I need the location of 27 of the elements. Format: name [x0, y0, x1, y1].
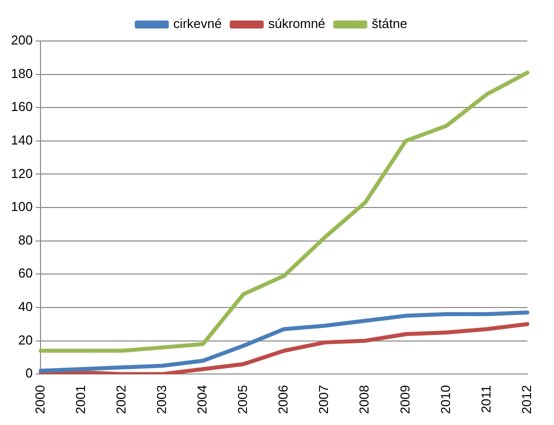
x-tick-label: 2011	[478, 385, 494, 414]
y-tick-label: 20	[18, 332, 33, 348]
x-tick-label: 2006	[276, 385, 291, 414]
legend-label: cirkevné	[173, 16, 222, 32]
legend-label: štátne	[372, 16, 408, 32]
x-tick-label: 2001	[72, 385, 88, 414]
y-tick-label: 40	[18, 299, 33, 314]
x-tick-label: 2005	[235, 385, 250, 414]
y-tick-label: 120	[10, 166, 33, 181]
y-tick-label: 140	[10, 132, 33, 148]
x-tick-label: 2010	[438, 385, 453, 414]
x-tick-label: 2007	[316, 385, 332, 414]
legend-label: súkromné	[268, 16, 326, 32]
x-tick-label: 2000	[32, 385, 48, 414]
y-tick-label: 160	[10, 99, 33, 114]
y-tick-label: 0	[25, 366, 33, 381]
y-tick-label: 60	[18, 266, 33, 281]
x-tick-label: 2004	[194, 385, 210, 414]
x-tick-label: 2003	[154, 385, 169, 414]
x-tick-label: 2009	[397, 385, 412, 414]
x-tick-label: 2002	[113, 385, 128, 414]
y-tick-label: 200	[10, 32, 33, 48]
y-tick-label: 100	[10, 199, 33, 214]
x-tick-label: 2012	[518, 385, 534, 414]
y-tick-label: 80	[18, 232, 33, 248]
x-tick-label: 2008	[356, 385, 372, 414]
y-tick-label: 180	[10, 66, 33, 81]
